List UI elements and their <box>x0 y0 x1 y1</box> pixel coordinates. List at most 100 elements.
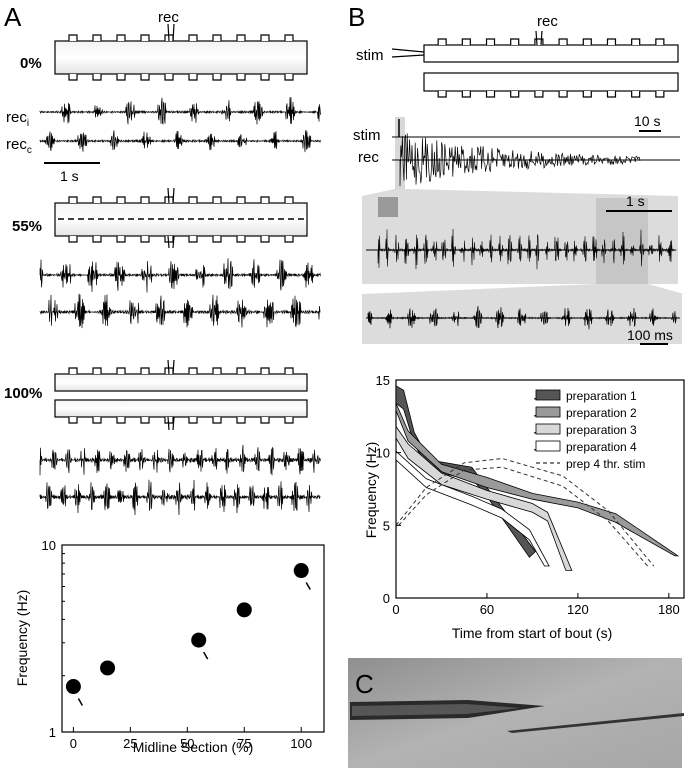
panel-a-preparations <box>54 23 308 431</box>
legend-label-1: preparation 2 <box>566 406 637 420</box>
zoom-highlight-1 <box>395 117 405 189</box>
tube-100pct-top-tab <box>188 367 198 374</box>
chart1-point <box>293 563 309 579</box>
tube-55pct-tab <box>68 196 78 203</box>
tube-0pct-tab <box>212 34 222 41</box>
trace-100pct-contra <box>39 479 321 516</box>
scale-bar-100ms-label: 100 ms <box>627 327 673 343</box>
tube-b-top-tab <box>606 38 617 45</box>
photo-preparation-highlight <box>352 704 520 716</box>
chart2-frame <box>395 379 685 599</box>
tube-0pct-tab <box>92 34 102 41</box>
legend-swatch-box-1 <box>535 406 561 418</box>
trace-55pct-ipsi <box>39 258 321 293</box>
chart1-xtick-label: 50 <box>180 736 194 751</box>
chart1-xtick-label: 25 <box>123 736 137 751</box>
panel-c-letter: C <box>355 669 374 699</box>
chart2-legend: preparation 1 preparation 2 preparation 3 p… <box>533 389 645 471</box>
tube-0pct-tab <box>116 74 126 81</box>
tube-55pct-tab <box>236 236 246 243</box>
trace-100pct-ipsi <box>39 444 321 476</box>
legend-swatch-box-2 <box>535 423 561 435</box>
trace-0pct-contra <box>39 129 321 153</box>
tube-b-bottom-tab <box>510 91 520 98</box>
tube-100pct-bottom-tab <box>284 417 294 424</box>
tube-0pct-tab <box>236 34 246 41</box>
tube-b-bottom-tab <box>655 91 665 98</box>
tube-100pct-top-tab <box>236 367 246 374</box>
tube-55pct-tab <box>68 236 78 243</box>
scale-bar-1s-b-label: 1 s <box>626 193 645 209</box>
chart2-xtick-label: 180 <box>658 602 680 617</box>
tube-55pct-tab <box>212 196 222 203</box>
chart2-series-1 <box>395 403 680 557</box>
scale-bar-10s-label: 10 s <box>634 113 660 129</box>
tube-100pct-bottom-tab <box>116 417 126 424</box>
chart2-series-4-lower <box>395 466 648 567</box>
tube-b-top-tab <box>437 38 447 45</box>
tube-b-top-tab <box>582 38 592 45</box>
condition-100-label: 100% <box>4 385 42 402</box>
tube-0pct-tab <box>260 74 270 81</box>
tube-b-top-tab <box>631 38 641 45</box>
chart1-point <box>236 602 252 618</box>
tube-100pct-bottom-tab <box>236 417 246 424</box>
panel-b-stim-label-top: stim <box>356 47 384 64</box>
bout-long-trace <box>399 133 641 187</box>
chart1-xtick-label: 0 <box>70 736 77 751</box>
tube-0pct-tab <box>164 74 174 81</box>
legend-label-3: preparation 4 <box>566 440 637 454</box>
zoom-1-trace: 1 s <box>362 193 684 294</box>
condition-55-label: 55% <box>12 218 42 235</box>
chart2-xtick-label: 60 <box>480 602 494 617</box>
electrode-100pct <box>167 359 175 375</box>
tube-0pct-tab <box>188 74 198 81</box>
chart2-ytick-label: 10 <box>376 446 390 461</box>
tube-55pct-tab <box>92 236 102 243</box>
stim-electrode <box>391 48 425 58</box>
tube-100pct-bottom-tab <box>140 417 150 424</box>
tube-100pct-bottom-tab <box>164 417 174 424</box>
tube-b-bottom-tab <box>437 91 447 98</box>
tube-b-top-tab <box>461 38 471 45</box>
tube-0pct-tab <box>260 34 270 41</box>
panel-a-letter: A <box>4 2 22 32</box>
frequency-vs-time-chart: Time from start of bout (s) Frequency (H… <box>363 373 685 641</box>
tube-100pct-bottom-body <box>54 399 308 418</box>
tube-0pct-tab <box>68 74 78 81</box>
tube-55pct-tab <box>284 236 294 243</box>
electrode-100pct-lower <box>167 416 175 431</box>
tube-100pct-top-tab <box>92 367 102 374</box>
tube-100pct-top-body <box>54 373 308 392</box>
tube-100pct-bottom-tab <box>212 417 222 424</box>
tube-0pct-tab <box>140 34 150 41</box>
tube-b-top-tab <box>558 38 568 45</box>
tube-55pct-tab <box>140 236 150 243</box>
tube-100pct-bottom <box>54 399 308 424</box>
legend-swatch-box-0 <box>535 389 561 401</box>
trace-ipsi-label: reci <box>6 109 29 129</box>
panel-a-rec-label: rec <box>158 9 179 26</box>
tube-100pct-top-tab <box>140 367 150 374</box>
tube-b-bottom-tab <box>558 91 568 98</box>
tube-100pct-bottom-tab <box>92 417 102 424</box>
chart1-point <box>100 660 116 676</box>
tube-100pct-bottom-tab <box>260 417 270 424</box>
trace-contra-label: recc <box>6 136 32 156</box>
tube-55pct-tab <box>116 236 126 243</box>
tube-55pct-tab <box>260 236 270 243</box>
chart1-ytick-label: 10 <box>42 538 56 553</box>
tube-b-bottom <box>423 72 679 98</box>
panel-c-photo: C <box>348 658 684 768</box>
chart1-ytick-label: 1 <box>49 725 56 740</box>
trace-55pct-contra <box>39 293 321 329</box>
electrode-55pct-lower <box>167 235 175 249</box>
scale-bar-1s-label: 1 s <box>60 168 79 184</box>
bout-zoom-2-spikes <box>367 306 677 330</box>
tube-55pct-tab <box>236 196 246 203</box>
stim-burst-zoom <box>378 197 398 217</box>
tube-0pct-tab <box>116 34 126 41</box>
chart1-point-mark <box>77 698 84 706</box>
chart2-xlabel: Time from start of bout (s) <box>452 625 613 641</box>
tube-100pct-top-tab <box>260 367 270 374</box>
